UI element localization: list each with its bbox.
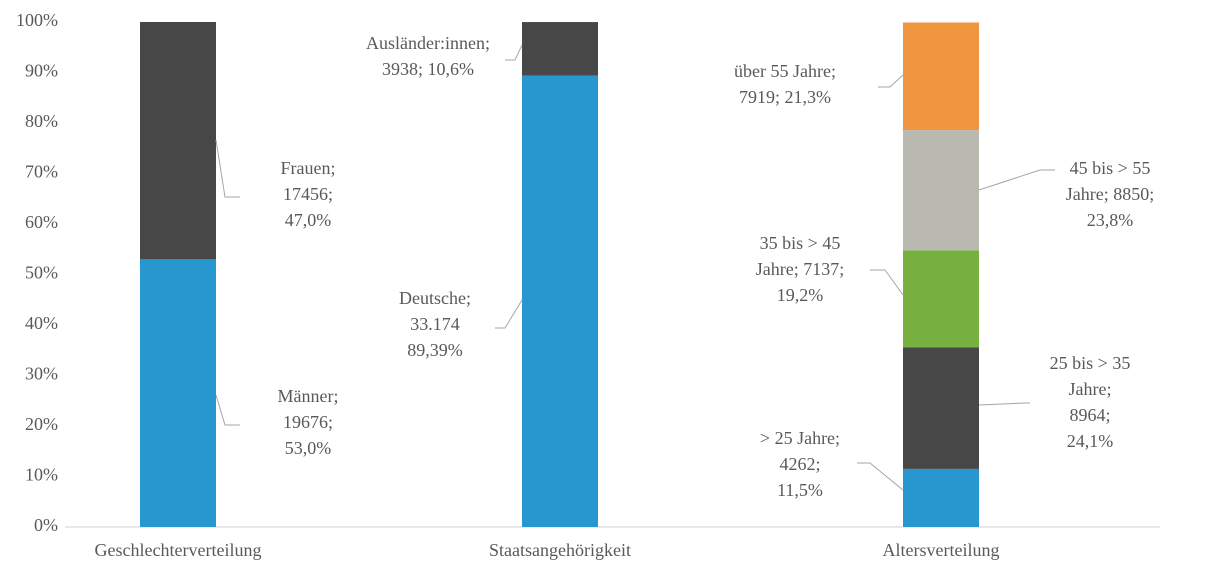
data-label: Jahre; 7137; (756, 259, 844, 279)
leader-line (978, 402, 1030, 406)
data-label: > 25 Jahre; (760, 428, 840, 448)
y-tick-label: 90% (25, 61, 58, 81)
data-label: über 55 Jahre; (734, 61, 836, 81)
y-tick-label: 100% (16, 10, 58, 30)
data-label: 24,1% (1067, 431, 1114, 451)
data-label: Männer; (278, 386, 339, 406)
data-label: 25 bis > 35 (1050, 353, 1131, 373)
bar-segment (903, 468, 979, 527)
data-label: 11,5% (777, 480, 823, 500)
data-label: 19,2% (777, 285, 824, 305)
y-tick-label: 80% (25, 111, 58, 131)
y-tick-label: 70% (25, 162, 58, 182)
bar-segment (903, 130, 979, 251)
data-label: Jahre; (1069, 379, 1112, 399)
leader-line (878, 74, 904, 88)
y-tick-label: 10% (25, 465, 58, 485)
y-tick-label: 50% (25, 263, 58, 283)
data-label: 4262; (779, 454, 820, 474)
leader-line (215, 394, 240, 426)
data-label: 8964; (1069, 405, 1110, 425)
data-label: 35 bis > 45 (760, 233, 841, 253)
bar-segment (140, 22, 216, 260)
bar-segment (140, 259, 216, 527)
data-label: 7919; 21,3% (739, 87, 831, 107)
bar-segment (522, 22, 598, 76)
data-label: 47,0% (285, 210, 332, 230)
y-tick-label: 30% (25, 364, 58, 384)
leader-line (215, 139, 240, 198)
x-tick-label: Geschlechterverteilung (95, 540, 262, 560)
bar-segment (522, 75, 598, 527)
data-label: Frauen; (281, 158, 336, 178)
data-label: Jahre; 8850; (1066, 184, 1154, 204)
y-tick-label: 40% (25, 313, 58, 333)
leader-line (978, 169, 1055, 191)
data-label: 33.174 (410, 314, 460, 334)
y-tick-label: 0% (34, 515, 58, 535)
bar-segment (903, 347, 979, 469)
leader-line (505, 44, 523, 61)
x-tick-label: Altersverteilung (883, 540, 1000, 560)
data-label: 23,8% (1087, 210, 1134, 230)
data-label: 89,39% (407, 340, 463, 360)
leader-line (495, 299, 523, 329)
data-label: 3938; 10,6% (382, 59, 474, 79)
data-label: Deutsche; (399, 288, 471, 308)
x-tick-label: Staatsangehörigkeit (489, 540, 631, 560)
data-label: 19676; (283, 412, 333, 432)
data-label: 53,0% (285, 438, 332, 458)
data-label: 17456; (283, 184, 333, 204)
bar-segment (903, 250, 979, 348)
bar-segment (903, 22, 979, 131)
y-tick-label: 20% (25, 414, 58, 434)
leader-line (870, 269, 904, 296)
data-label: Ausländer:innen; (366, 33, 490, 53)
leader-line (857, 462, 904, 491)
y-tick-label: 60% (25, 212, 58, 232)
data-label: 45 bis > 55 (1070, 158, 1151, 178)
